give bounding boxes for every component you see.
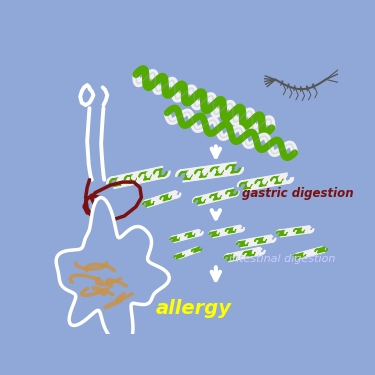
Polygon shape [218,165,232,174]
Polygon shape [169,191,180,198]
Polygon shape [224,254,237,261]
Polygon shape [302,227,313,232]
Polygon shape [177,234,188,240]
Polygon shape [202,168,217,176]
Polygon shape [139,172,152,180]
Polygon shape [195,169,209,177]
Text: allergy: allergy [156,299,232,318]
Polygon shape [110,178,123,186]
Polygon shape [160,194,172,201]
Polygon shape [243,250,255,256]
Polygon shape [234,252,246,259]
Polygon shape [294,228,305,233]
Polygon shape [248,180,260,188]
Polygon shape [187,170,201,178]
Polygon shape [285,229,296,235]
Polygon shape [304,250,316,256]
Text: gastric digestion: gastric digestion [242,187,354,200]
Polygon shape [237,241,248,247]
Polygon shape [193,188,239,206]
Polygon shape [218,191,230,198]
Polygon shape [271,176,284,184]
Polygon shape [246,239,258,245]
Polygon shape [209,231,220,237]
Polygon shape [237,173,293,191]
Polygon shape [295,247,326,259]
Polygon shape [202,195,214,202]
Polygon shape [185,232,195,238]
Polygon shape [252,248,265,255]
Polygon shape [183,250,193,256]
Polygon shape [225,228,236,233]
Polygon shape [146,170,159,178]
Polygon shape [142,200,154,207]
Polygon shape [142,190,181,207]
Polygon shape [107,166,170,189]
Polygon shape [255,179,268,186]
Polygon shape [176,162,243,182]
Polygon shape [179,171,193,180]
Text: intestinal digestion: intestinal digestion [229,254,335,264]
Polygon shape [192,247,202,252]
Polygon shape [224,247,265,262]
Polygon shape [264,236,276,242]
Polygon shape [237,235,276,248]
Polygon shape [194,197,206,204]
Polygon shape [226,189,238,196]
Polygon shape [276,226,314,237]
Polygon shape [152,197,163,204]
Polygon shape [176,247,201,259]
Polygon shape [124,175,138,183]
Polygon shape [154,168,167,177]
Polygon shape [56,198,169,346]
Polygon shape [217,230,228,235]
Polygon shape [170,230,203,243]
Polygon shape [315,247,327,253]
Polygon shape [255,238,267,243]
Polygon shape [193,230,203,236]
Polygon shape [279,175,291,183]
Polygon shape [170,236,180,242]
Polygon shape [240,182,252,189]
Polygon shape [234,226,244,231]
Polygon shape [276,231,288,236]
Polygon shape [226,164,240,173]
Polygon shape [174,254,184,259]
Polygon shape [210,166,225,176]
Polygon shape [210,193,222,200]
Polygon shape [209,225,245,237]
Polygon shape [263,178,276,185]
Polygon shape [132,173,145,182]
Polygon shape [293,253,306,259]
Polygon shape [117,176,130,185]
